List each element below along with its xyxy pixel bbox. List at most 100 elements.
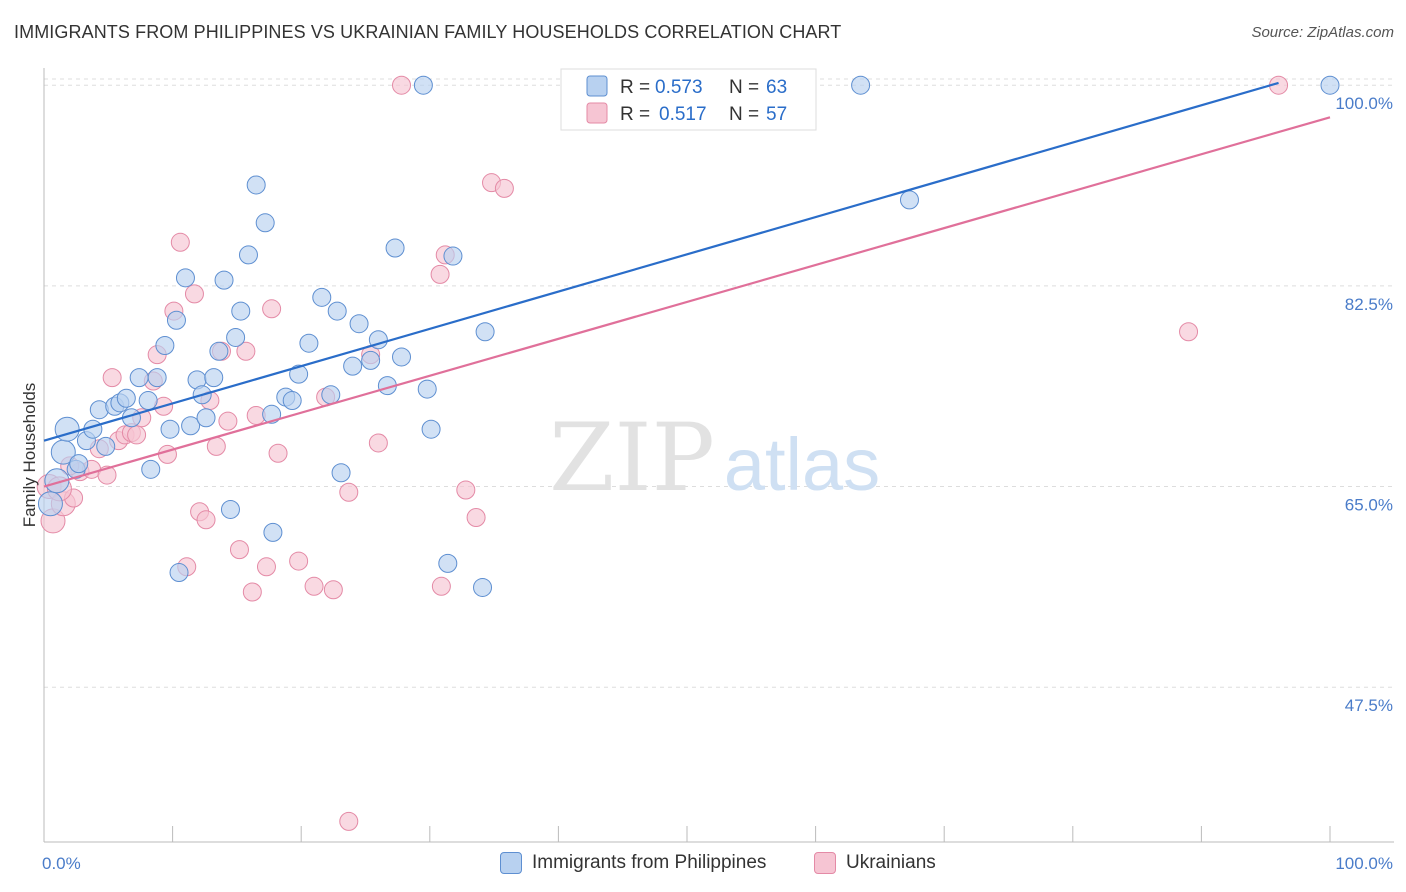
point-philippines <box>299 333 319 353</box>
point-philippines <box>327 301 347 321</box>
point-philippines <box>226 327 246 347</box>
point-philippines <box>209 341 229 361</box>
source-label: Source: ZipAtlas.com <box>1251 24 1394 41</box>
point-philippines <box>238 245 258 265</box>
point-philippines <box>175 268 195 288</box>
point-ukrainians <box>229 540 249 560</box>
point-philippines <box>220 499 240 519</box>
point-philippines <box>392 347 412 367</box>
point-philippines <box>473 577 493 597</box>
point-ukrainians <box>184 284 204 304</box>
point-philippines <box>282 391 302 411</box>
point-philippines <box>321 385 341 405</box>
point-philippines <box>443 246 463 266</box>
point-ukrainians <box>392 75 412 95</box>
x-tick-label-max: 100.0% <box>1335 854 1393 873</box>
point-philippines <box>343 356 363 376</box>
point-philippines <box>255 213 275 233</box>
watermark-atlas: atlas <box>724 423 880 506</box>
point-ukrainians <box>157 444 177 464</box>
point-philippines <box>289 364 309 384</box>
legend-item-philippines: Immigrants from Philippines <box>500 852 766 874</box>
point-ukrainians <box>170 232 190 252</box>
point-philippines <box>147 368 167 388</box>
point-philippines <box>204 368 224 388</box>
point-ukrainians <box>304 576 324 596</box>
point-ukrainians <box>256 557 276 577</box>
point-ukrainians <box>127 425 147 445</box>
point-philippines <box>214 270 234 290</box>
point-philippines <box>263 522 283 542</box>
y-tick-label: 100.0% <box>1335 94 1393 113</box>
point-philippines <box>96 436 116 456</box>
point-ukrainians <box>289 551 309 571</box>
y-tick-label: 47.5% <box>1345 696 1393 715</box>
point-philippines <box>196 408 216 428</box>
point-philippines <box>349 314 369 334</box>
series-philippines-points <box>37 75 1340 597</box>
point-ukrainians <box>368 433 388 453</box>
point-ukrainians <box>218 411 238 431</box>
watermark-zip: ZIP <box>549 404 715 513</box>
point-ukrainians <box>431 576 451 596</box>
point-philippines <box>438 553 458 573</box>
point-philippines <box>851 75 871 95</box>
legend-r-value-1: 0.573 <box>655 77 703 98</box>
point-ukrainians <box>196 510 216 530</box>
point-philippines <box>129 368 149 388</box>
legend-n-label-2: N = <box>729 104 759 125</box>
legend-item-ukrainians: Ukrainians <box>814 852 936 874</box>
point-ukrainians <box>102 368 122 388</box>
point-philippines <box>331 463 351 483</box>
point-philippines <box>181 416 201 436</box>
legend-n-label-1: N = <box>729 77 759 98</box>
point-ukrainians <box>339 482 359 502</box>
point-ukrainians <box>236 341 256 361</box>
legend-r-label-1: R = <box>620 77 650 98</box>
trend-line-ukrainians <box>43 116 1331 488</box>
point-philippines <box>155 335 175 355</box>
point-ukrainians <box>494 178 514 198</box>
point-ukrainians <box>339 811 359 831</box>
point-philippines <box>421 419 441 439</box>
point-philippines <box>44 468 70 494</box>
point-philippines <box>385 238 405 258</box>
point-philippines <box>69 454 89 474</box>
point-philippines <box>138 391 158 411</box>
legend-label-ukrainians: Ukrainians <box>846 852 936 873</box>
point-philippines <box>166 310 186 330</box>
y-tick-label: 82.5% <box>1345 295 1393 314</box>
point-ukrainians <box>206 436 226 456</box>
point-philippines <box>160 419 180 439</box>
legend-label-philippines: Immigrants from Philippines <box>532 852 767 873</box>
point-philippines <box>116 388 136 408</box>
chart-title: IMMIGRANTS FROM PHILIPPINES VS UKRAINIAN… <box>14 22 842 42</box>
point-philippines <box>361 350 381 370</box>
legend-r-value-2: 0.517 <box>659 104 707 125</box>
x-tick-label-min: 0.0% <box>42 854 81 873</box>
point-philippines <box>231 301 251 321</box>
correlation-legend: R = 0.573 N = 63 R = 0.517 N = 57 <box>560 68 817 131</box>
point-ukrainians <box>323 580 343 600</box>
y-tick-labels: 47.5% 65.0% 82.5% 100.0% <box>1335 94 1393 715</box>
y-axis-label: Family Households <box>20 383 39 528</box>
point-philippines <box>246 175 266 195</box>
point-philippines <box>312 287 332 307</box>
trend-lines <box>43 81 1331 488</box>
point-ukrainians <box>456 480 476 500</box>
point-philippines <box>169 563 189 583</box>
point-ukrainians <box>262 299 282 319</box>
point-ukrainians <box>1179 322 1199 342</box>
point-philippines <box>89 400 109 420</box>
point-philippines <box>141 459 161 479</box>
legend-n-value-1: 63 <box>766 77 787 98</box>
point-philippines <box>37 491 63 517</box>
point-ukrainians <box>242 582 262 602</box>
legend-swatch-ukrainians <box>814 852 836 874</box>
x-tick-labels: 0.0% 100.0% <box>42 854 1393 873</box>
point-ukrainians <box>430 264 450 284</box>
point-ukrainians <box>268 443 288 463</box>
point-philippines <box>417 379 437 399</box>
legend-swatch-blue <box>586 75 608 97</box>
